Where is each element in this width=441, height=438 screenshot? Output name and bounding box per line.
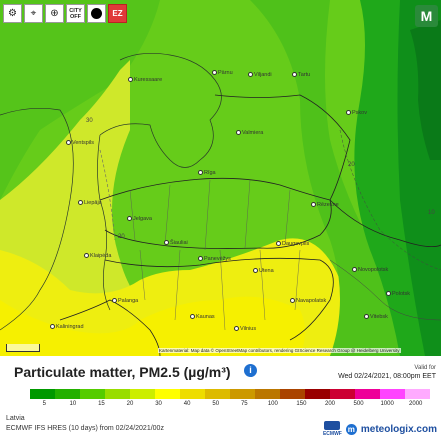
legend-panel: Particulate matter, PM2.5 (µg/m³) i Vali… [0,356,441,438]
city-label: Utena [253,268,274,274]
isoline-label: 20 [118,234,125,240]
meteologix-logo-icon: m [345,423,357,435]
color-scale-segment [280,389,305,399]
color-scale-tick: 1000 [380,401,394,407]
region-name: Latvia [6,415,25,422]
color-scale-segment [355,389,380,399]
isoline-label: 10 [428,210,435,216]
color-scale-segment [30,389,55,399]
city-label: Tartu [292,72,310,78]
color-scale-tick: 5 [42,401,46,407]
city-label: Vitebsk [364,314,388,320]
city-label: Ventspils [66,140,94,146]
city-label: Kaliningrad [50,324,84,330]
valid-time: Wed 02/24/2021, 08:00pm EET [338,373,436,380]
settings-icon[interactable]: ⚙ [3,4,22,23]
meteologix-map-logo: M [415,5,438,27]
color-scale-tick: 50 [212,401,220,407]
color-scale-tick: 30 [155,401,162,407]
valid-for-label: Valid for [414,365,436,371]
color-scale-tick: 40 [183,401,191,407]
color-scale-tick: 75 [240,401,248,407]
city-label: Polotsk [386,291,410,297]
city-label: Rēzekne [311,202,339,208]
zoom-icon[interactable]: ⊕ [45,4,64,23]
city-toggle-label: CITY OFF [69,7,82,20]
city-label: Daugavpils [276,241,309,247]
color-scale-segment [55,389,80,399]
location-pin-icon[interactable]: ⌖ [24,4,43,23]
city-label: Panevėžys [198,256,231,262]
color-scale-segment [155,389,180,399]
ecmwf-logo-box [324,421,341,430]
color-scale-segment [180,389,205,399]
color-scale-segment [405,389,430,399]
color-scale-segment [330,389,355,399]
city-label: Kuressaare [128,77,162,83]
point-toggle-dot [91,8,102,19]
color-scale-segment [80,389,105,399]
city-label: Valmiera [236,130,263,136]
city-toggle-button[interactable]: CITY OFF [66,4,85,23]
city-label: Jelgava [127,216,152,222]
city-label: Kaunas [190,314,215,320]
city-label: Klaipėda [84,253,111,259]
color-scale-segment [205,389,230,399]
map-attribution[interactable]: Kartenmaterial: Map data © OpenStreetMap… [158,348,401,353]
map-toolbar: ⚙ ⌖ ⊕ CITY OFF EZ [3,4,127,23]
city-label: Vilnius [234,326,256,332]
isoline-label: 20 [348,162,355,168]
ecmwf-logo: ECMWF [323,421,342,437]
parameter-title: Particulate matter, PM2.5 (µg/m³) [14,364,231,380]
city-label: Pärnu [212,70,233,76]
city-label: Viljandi [248,72,272,78]
brand-block[interactable]: ECMWF m meteologix.com [323,421,437,437]
model-run-label: ECMWF IFS HRES (10 days) from 02/24/2021… [6,425,164,432]
city-label: Palanga [112,298,138,304]
color-scale-ticks: 5 10 15 20 30 40 50 75 100 150 200 500 1000 2000 [30,401,430,411]
color-scale-tick: 10 [69,401,77,407]
brand-name: meteologix.com [360,423,437,435]
ecmwf-logo-text: ECMWF [322,431,342,437]
city-label: Navapolatsk [290,298,326,304]
color-scale-segment [105,389,130,399]
color-scale-segment [255,389,280,399]
info-icon[interactable]: i [244,364,257,377]
city-label: Novopolotsk [352,267,388,273]
color-scale-tick: 500 [353,401,364,407]
ez-button[interactable]: EZ [108,4,127,23]
city-label: Šiauliai [164,240,188,246]
color-scale-segment [305,389,330,399]
color-scale-tick: 20 [126,401,134,407]
map-scale-bar [6,344,40,352]
point-toggle-icon[interactable] [87,4,106,23]
forecast-map[interactable]: ⚙ ⌖ ⊕ CITY OFF EZ M Kuressaare Pärnu Viljan… [0,0,441,356]
city-label: Liepāja [78,200,102,206]
color-scale-tick: 15 [98,401,105,407]
color-scale-tick: 100 [267,401,278,407]
color-scale-segment [230,389,255,399]
color-scale-segment [380,389,405,399]
color-scale-tick: 150 [296,401,307,407]
city-label: Pskov [346,110,367,116]
isoline-label: 30 [86,118,93,124]
map-canvas [0,0,441,356]
color-scale-tick: 200 [324,401,336,407]
color-scale-tick: 2000 [409,401,423,407]
color-scale-segment [130,389,155,399]
city-label: Rīga [198,170,216,176]
color-scale-bar [30,389,430,399]
